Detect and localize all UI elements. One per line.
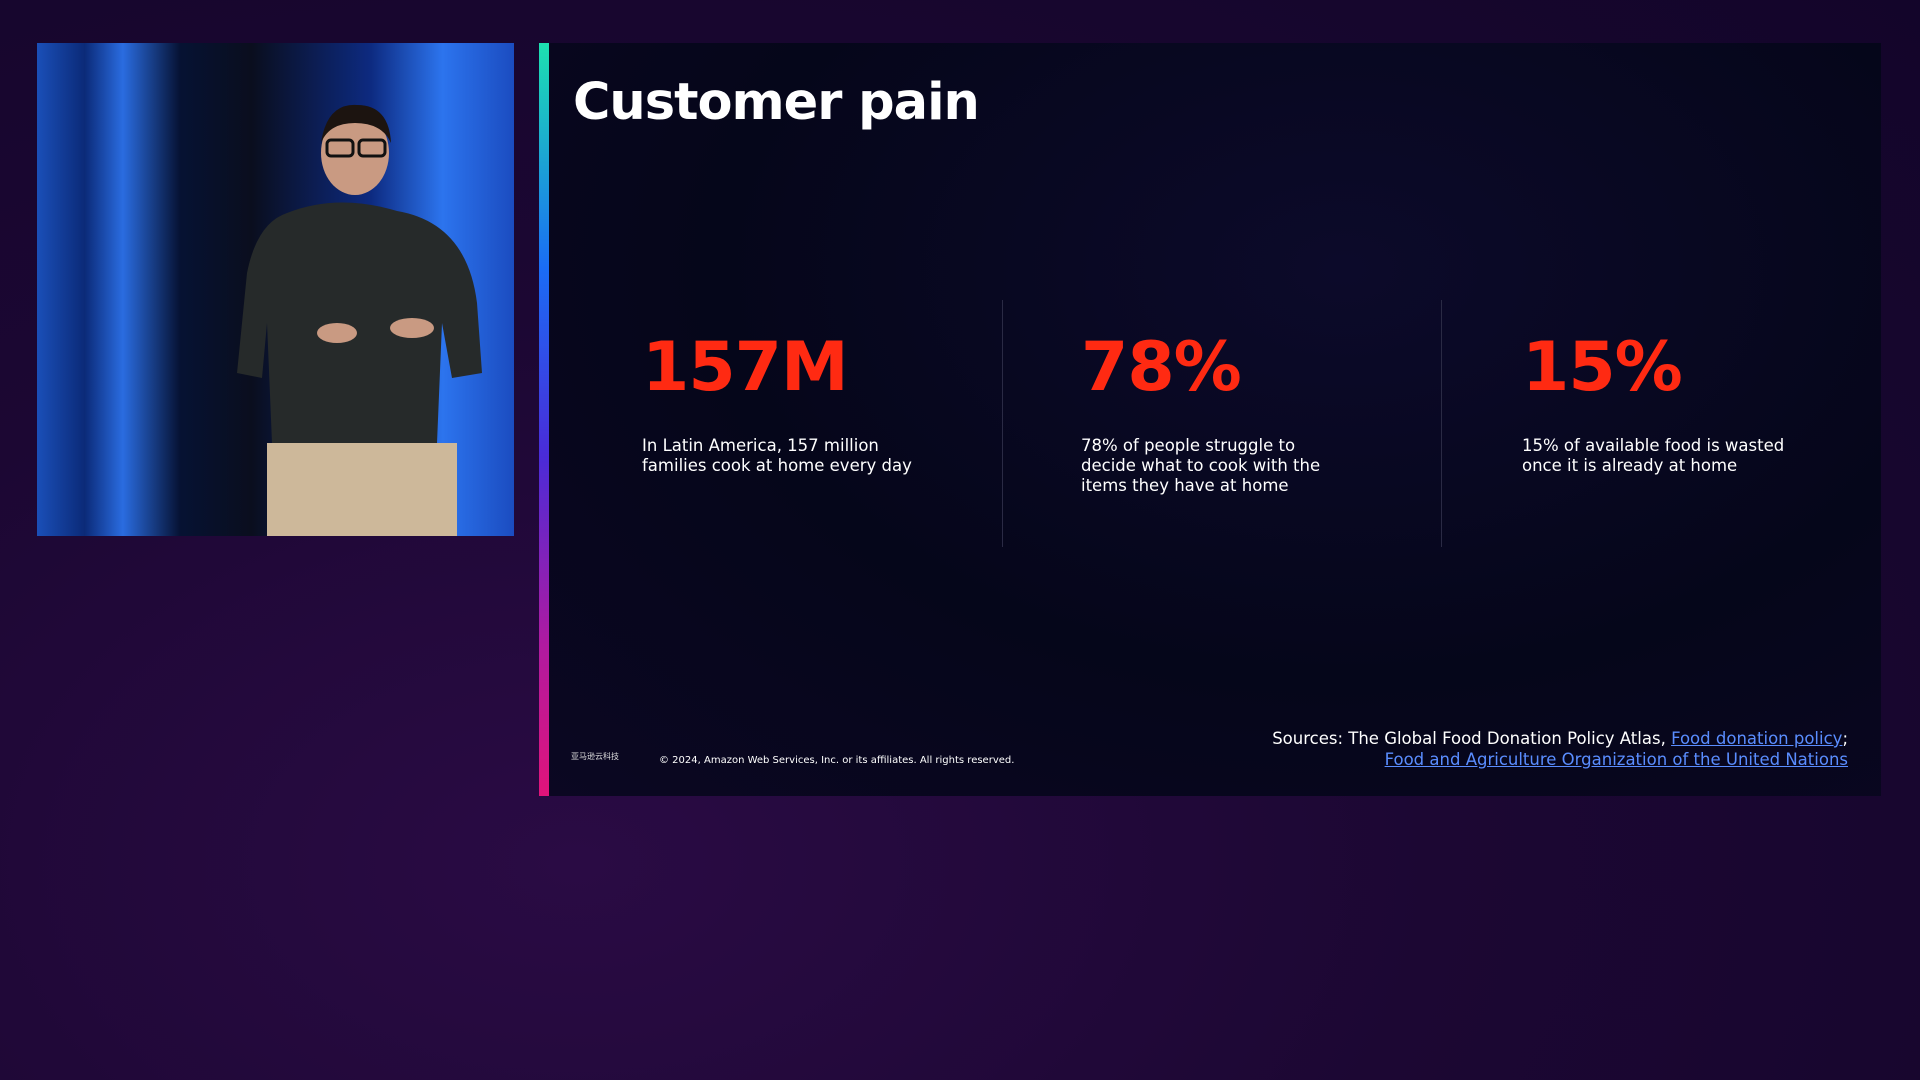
hand (317, 323, 357, 343)
hand (390, 318, 434, 338)
divider (1441, 300, 1442, 547)
stat: 157M In Latin America, 157 million famil… (642, 328, 962, 476)
speaker-video (37, 43, 514, 536)
glasses (357, 138, 387, 158)
trousers (267, 443, 457, 536)
stat-description: In Latin America, 157 million families c… (642, 436, 912, 475)
separator: ; (1842, 729, 1848, 748)
video-frame (37, 43, 514, 536)
stat-description: 15% of available food is wasted once it … (1522, 436, 1785, 475)
stat-description: 78% of people struggle to decide what to… (1081, 436, 1321, 495)
head (321, 111, 389, 195)
divider (1002, 300, 1003, 547)
hair (321, 104, 391, 143)
accent-bar (539, 43, 549, 796)
logo: 亚马逊云科技 (571, 752, 619, 761)
stat-value: 15% (1522, 328, 1683, 407)
source-link[interactable]: Food donation policy (1671, 729, 1843, 748)
slide-title: Customer pain (573, 73, 980, 132)
glasses (325, 138, 355, 158)
shirt (237, 202, 482, 443)
stat-value: 157M (642, 328, 849, 407)
stat: 15% 15% of available food is wasted once… (1522, 328, 1842, 476)
copyright: © 2024, Amazon Web Services, Inc. or its… (659, 755, 1015, 766)
stat: 78% 78% of people struggle to decide wha… (1081, 328, 1401, 496)
stat-value: 78% (1081, 328, 1242, 407)
sources-prefix: Sources: The Global Food Donation Policy… (1272, 729, 1666, 748)
sources: Sources: The Global Food Donation Policy… (1272, 728, 1848, 770)
slide: Customer pain 157M In Latin America, 157… (539, 43, 1881, 796)
source-link[interactable]: Food and Agriculture Organization of the… (1384, 750, 1848, 769)
